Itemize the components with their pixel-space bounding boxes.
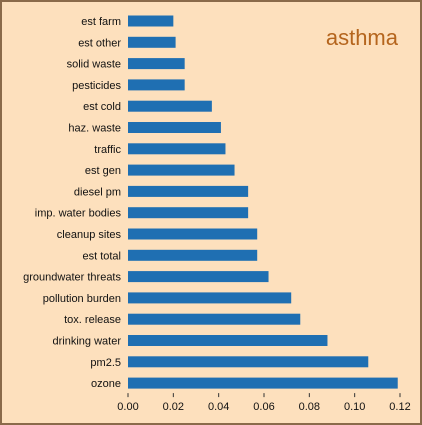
y-tick-label: pesticides	[72, 80, 121, 92]
bar-pm2-5	[128, 356, 369, 368]
bar-est-gen	[128, 164, 235, 176]
y-tick-label: pollution burden	[43, 293, 121, 305]
x-tick-label: 0.02	[163, 401, 184, 413]
chart-title: asthma	[326, 25, 399, 50]
bar-ozone	[128, 377, 398, 389]
y-tick-label: est gen	[85, 165, 121, 177]
y-tick-label: est other	[78, 37, 121, 49]
y-tick-labels: est farm est other solid waste pesticides es…	[23, 16, 121, 390]
y-tick-label: pm2.5	[90, 357, 121, 369]
y-tick-label: ozone	[91, 378, 121, 390]
y-tick-label: tox. release	[64, 314, 121, 326]
y-tick-label: cleanup sites	[57, 229, 122, 241]
y-tick-label: drinking water	[53, 336, 122, 348]
bars-group	[128, 15, 398, 389]
x-tick-label: 0.10	[344, 401, 365, 413]
bar-solid-waste	[128, 58, 185, 70]
y-tick-label: groundwater threats	[23, 272, 121, 284]
bar-groundwater-threats	[128, 271, 269, 283]
bar-tox-release	[128, 313, 301, 325]
bar-diesel-pm	[128, 185, 249, 197]
y-tick-label: haz. waste	[68, 123, 121, 135]
bar-imp-water-bodies	[128, 207, 249, 219]
bar-drinking-water	[128, 335, 328, 346]
y-tick-label: est farm	[81, 16, 121, 28]
bar-est-farm	[128, 15, 174, 27]
bar-est-total	[128, 249, 258, 261]
y-tick-label: diesel pm	[74, 186, 121, 198]
x-tick-label: 0.00	[117, 401, 138, 413]
y-tick-label: est cold	[83, 101, 121, 113]
x-tick-label: 0.04	[208, 401, 229, 413]
bar-est-cold	[128, 100, 212, 112]
bar-est-other	[128, 36, 176, 48]
y-tick-label: est total	[82, 250, 121, 262]
y-tick-label: traffic	[94, 144, 121, 156]
bar-haz-waste	[128, 122, 221, 133]
bar-cleanup-sites	[128, 228, 258, 240]
bar-traffic	[128, 143, 226, 155]
x-tick-label: 0.08	[299, 401, 320, 413]
y-tick-label: solid waste	[67, 59, 121, 71]
x-tick-label: 0.06	[253, 401, 274, 413]
x-tick-label: 0.12	[389, 401, 410, 413]
bar-pollution-burden	[128, 292, 292, 304]
x-axis: 0.00 0.02 0.04 0.06 0.08 0.10 0.12	[117, 393, 411, 413]
bar-pesticides	[128, 79, 185, 91]
y-tick-label: imp. water bodies	[35, 208, 122, 220]
